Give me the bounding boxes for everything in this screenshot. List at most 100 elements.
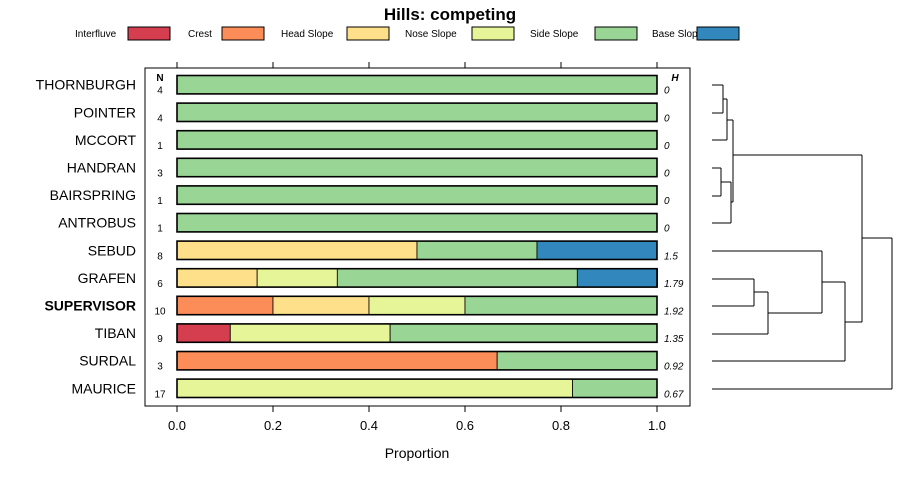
- legend-label-base-slope: Base Slope: [652, 29, 704, 40]
- bar-outline: [176, 267, 658, 288]
- bar-segment-base-slope: [576, 268, 658, 288]
- row-thornburgh: THORNBURGH 4 0: [36, 74, 670, 97]
- row-h-value: 0: [664, 86, 670, 97]
- bar-segment-base-slope: [536, 240, 658, 260]
- bar-segment-side-slope: [176, 130, 658, 150]
- bar-segment-side-slope: [389, 323, 658, 343]
- x-axis-title: Proportion: [385, 445, 450, 461]
- h-column-header: H: [671, 73, 679, 84]
- bar-segment-side-slope: [176, 75, 658, 95]
- bar-segment-side-slope: [464, 295, 658, 316]
- row-h-value: 0: [664, 141, 670, 152]
- row-h-value: 0: [664, 196, 670, 207]
- row-n-value: 10: [154, 307, 166, 318]
- row-h-value: 0: [664, 224, 670, 235]
- x-tick-label: 0.2: [264, 418, 282, 433]
- row-h-value: 0.67: [664, 389, 684, 400]
- row-h-value: 0: [664, 113, 670, 124]
- bar-segment-side-slope: [416, 240, 538, 260]
- row-label: TIBAN: [95, 325, 136, 341]
- bar-segment-interfluve: [176, 323, 231, 343]
- row-n-value: 4: [157, 113, 163, 124]
- row-label: BAIRSPRING: [50, 187, 136, 203]
- row-supervisor: SUPERVISOR 10 1.92: [44, 295, 684, 318]
- bar-segment-crest: [176, 295, 274, 316]
- bar-outline: [176, 295, 658, 316]
- row-n-value: 1: [157, 141, 163, 152]
- bar-outline: [176, 102, 658, 123]
- row-n-value: 9: [157, 334, 163, 345]
- row-n-value: 17: [154, 389, 166, 400]
- row-n-value: 1: [157, 224, 163, 235]
- bar-segment-head-slope: [272, 295, 370, 316]
- row-n-value: 8: [157, 251, 163, 262]
- row-sebud: SEBUD 8 1.5: [88, 240, 678, 262]
- bar-segment-crest: [176, 351, 498, 371]
- row-n-value: 1: [157, 196, 163, 207]
- bar-outline: [176, 378, 658, 399]
- x-tick-label: 0.4: [360, 418, 378, 433]
- row-h-value: 0.92: [664, 362, 684, 373]
- bar-segment-side-slope: [176, 102, 658, 122]
- bar-outline: [176, 350, 658, 371]
- row-label: MAURICE: [71, 380, 136, 396]
- bar-outline: [176, 240, 658, 261]
- row-h-value: 1.79: [664, 279, 684, 290]
- bar-segment-side-slope: [496, 351, 658, 371]
- row-n-value: 3: [157, 169, 163, 180]
- legend-swatch-nose-slope: [471, 26, 515, 41]
- row-h-value: 1.92: [664, 307, 684, 318]
- legend-swatch-head-slope: [346, 26, 390, 41]
- n-column-header: N: [156, 73, 163, 84]
- row-n-value: 4: [157, 86, 163, 97]
- bar-outline: [176, 185, 658, 206]
- bar-outline: [176, 323, 658, 344]
- bar-outline: [176, 74, 658, 95]
- bar-segment-side-slope: [176, 185, 658, 205]
- legend-label-nose-slope: Nose Slope: [405, 29, 457, 40]
- row-label: GRAFEN: [78, 270, 136, 286]
- legend: Interfluve Crest Head Slope Nose Slope Side …: [75, 26, 740, 41]
- legend-swatch-base-slope: [696, 26, 740, 41]
- row-h-value: 1.5: [664, 251, 678, 262]
- row-mccort: MCCORT 1 0: [75, 129, 670, 152]
- row-handran: HANDRAN 3 0: [67, 157, 670, 180]
- bar-segment-side-slope: [572, 378, 658, 398]
- bar-segment-nose-slope: [256, 268, 338, 288]
- bar-segment-side-slope: [176, 213, 658, 233]
- legend-label-side-slope: Side Slope: [530, 29, 579, 40]
- x-tick-label: 0.0: [168, 418, 186, 433]
- row-label: MCCORT: [75, 132, 137, 148]
- x-tick-label: 0.6: [456, 418, 474, 433]
- legend-swatch-side-slope: [594, 26, 638, 41]
- bar-segment-head-slope: [176, 240, 418, 260]
- legend-label-crest: Crest: [188, 29, 212, 40]
- legend-swatch-crest: [221, 26, 265, 41]
- legend-label-interfluve: Interfluve: [75, 29, 117, 40]
- bar-outline: [176, 212, 658, 233]
- bar-segment-head-slope: [176, 268, 258, 288]
- row-surdal: SURDAL 3 0.92: [79, 350, 684, 373]
- row-n-value: 6: [157, 279, 163, 290]
- row-antrobus: ANTROBUS 1 0: [58, 212, 670, 235]
- bar-outline: [176, 129, 658, 150]
- row-label: THORNBURGH: [36, 77, 136, 93]
- legend-swatch-interfluve: [127, 26, 171, 41]
- row-maurice: MAURICE 17 0.67: [71, 378, 684, 400]
- bar-segment-nose-slope: [229, 323, 391, 343]
- row-n-value: 3: [157, 362, 163, 373]
- row-label: POINTER: [74, 104, 136, 120]
- row-label: SURDAL: [79, 353, 136, 369]
- row-pointer: POINTER 4 0: [74, 102, 670, 124]
- row-grafen: GRAFEN 6 1.79: [78, 267, 684, 290]
- legend-label-head-slope: Head Slope: [281, 29, 334, 40]
- row-label: ANTROBUS: [58, 215, 136, 231]
- bar-segment-nose-slope: [176, 378, 573, 398]
- row-label: HANDRAN: [67, 160, 136, 176]
- chart-title: Hills: competing: [384, 5, 516, 24]
- plot-area: 0.0 0.2 0.4 0.6 0.8 1.0 N H THORNBURGH 4 0 POINTER 4…: [36, 62, 691, 433]
- plot-frame: [144, 67, 691, 407]
- row-label: SUPERVISOR: [44, 298, 136, 314]
- row-h-value: 1.35: [664, 334, 684, 345]
